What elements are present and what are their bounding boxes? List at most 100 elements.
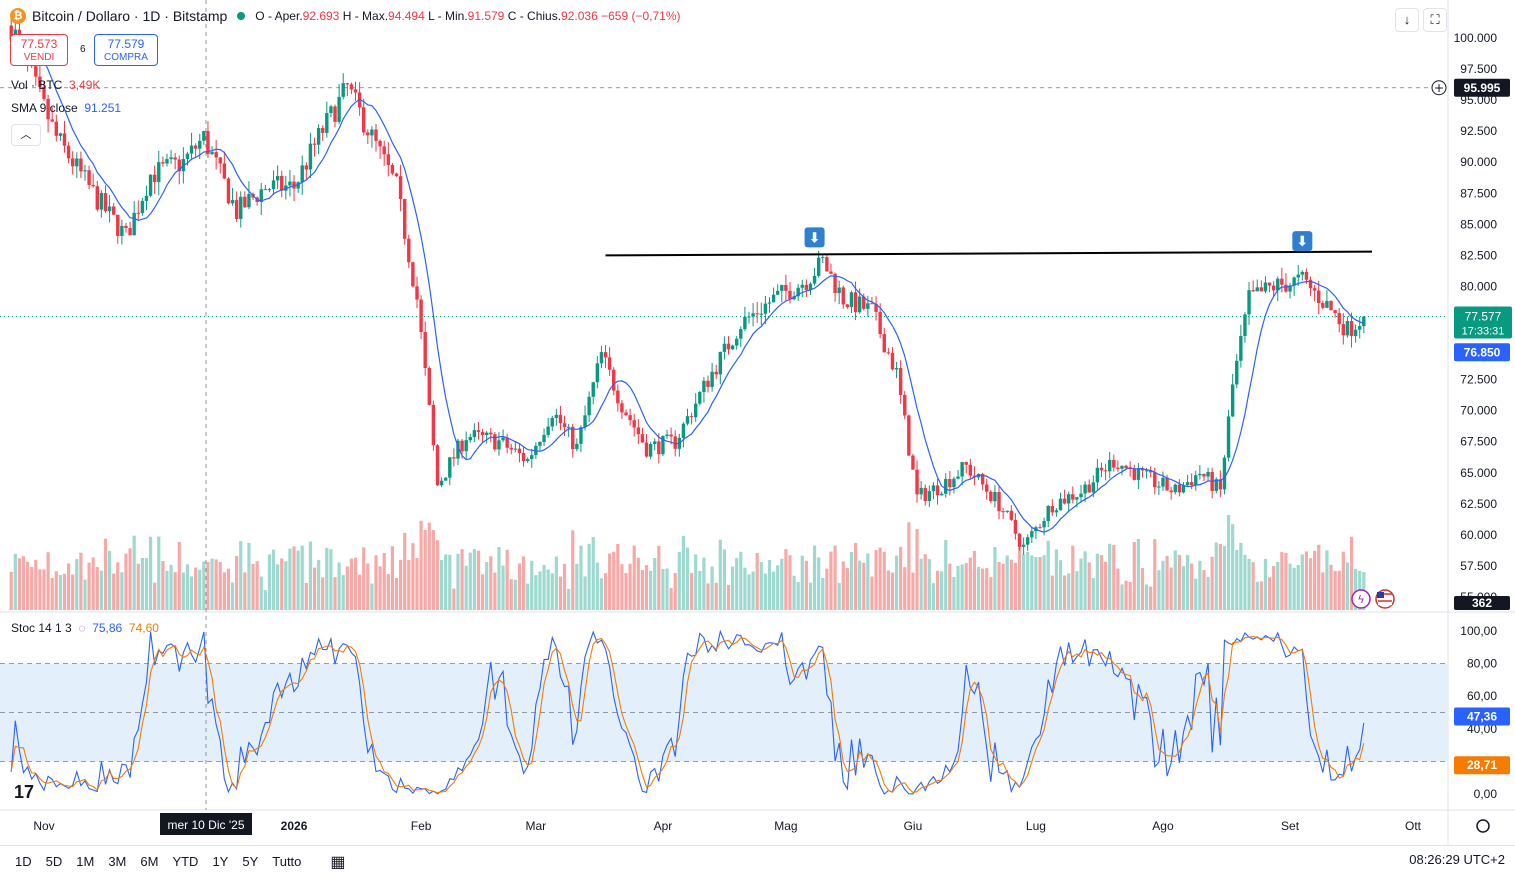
volume-bar [1087, 562, 1091, 610]
volume-bar [206, 562, 210, 610]
volume-legend[interactable]: Vol · BTC 3,49K [11, 78, 101, 92]
volume-bar [1292, 567, 1296, 610]
candle-body [796, 287, 800, 297]
volume-bar [62, 573, 67, 610]
volume-bar [394, 577, 399, 610]
volume-bar [1288, 563, 1292, 610]
fullscreen-icon[interactable]: ⛶ [1423, 8, 1447, 32]
sell-button[interactable]: 77.573 VENDI [10, 34, 68, 66]
candle-body [448, 457, 452, 478]
volume-bar [1177, 554, 1181, 610]
volume-bar [1243, 554, 1247, 610]
candle-body [525, 459, 530, 462]
volume-bar [448, 554, 452, 610]
volume-bar [1194, 578, 1198, 610]
download-icon[interactable]: ↓ [1395, 8, 1419, 32]
range-ytd[interactable]: YTD [172, 854, 199, 869]
volume-bar [878, 547, 882, 610]
candle-body [70, 158, 75, 167]
candle-body [54, 121, 58, 136]
volume-bar [99, 570, 103, 610]
volume-bar [1255, 581, 1259, 610]
sma-line [43, 60, 1365, 533]
collapse-icon[interactable]: ︿ [11, 124, 41, 146]
candle-body [1013, 519, 1018, 534]
volume-bar [632, 545, 636, 610]
candle-body [1095, 467, 1100, 483]
candle-body [1021, 544, 1026, 547]
calendar-icon[interactable]: ▦ [330, 853, 346, 871]
range-1d[interactable]: 1D [15, 854, 32, 869]
candle-body [480, 431, 485, 436]
candle-body [157, 162, 161, 183]
volume-label-bg [1454, 596, 1510, 610]
range-all[interactable]: Tutto [272, 854, 302, 869]
candle-body [1091, 482, 1095, 493]
volume-bar [1157, 570, 1161, 610]
range-1m[interactable]: 1M [76, 854, 95, 869]
volume-bar [194, 567, 198, 610]
candle-body [870, 303, 874, 305]
candle-body [751, 313, 755, 317]
ohlc-values: O - Aper.92.693 H - Max.94.494 L - Min.9… [255, 9, 681, 23]
volume-bar [706, 583, 710, 610]
candle-body [161, 162, 165, 164]
candle-body [1214, 479, 1218, 491]
candle-body [1128, 468, 1132, 470]
candle-body [1161, 477, 1165, 487]
candle-body [771, 294, 776, 303]
volume-bar [140, 557, 144, 610]
buy-button[interactable]: 77.579 COMPRA [94, 34, 158, 66]
range-1y[interactable]: 1Y [212, 854, 229, 869]
candle-body [493, 434, 497, 450]
candle-body [464, 440, 468, 452]
volume-bar [292, 546, 296, 610]
candle-body [1153, 472, 1157, 488]
volume-bar [624, 573, 628, 610]
candle-body [1116, 467, 1120, 469]
candle-body [878, 311, 882, 335]
range-6m[interactable]: 6M [140, 854, 159, 869]
candle-body [911, 455, 915, 470]
volume-bar [411, 543, 415, 610]
candle-body [775, 290, 780, 295]
volume-bar [452, 588, 456, 610]
volume-bar [1017, 537, 1022, 610]
candle-body [489, 432, 493, 435]
volume-bar [239, 541, 243, 610]
candle-body [222, 163, 227, 179]
tradingview-logo[interactable]: 17 [14, 782, 35, 802]
resistance-line [605, 250, 1373, 257]
candle-body [1165, 477, 1169, 491]
volume-bar [485, 562, 489, 610]
volume-bar [1153, 539, 1157, 610]
volume-bar [34, 559, 38, 610]
sma-legend[interactable]: SMA 9 close 91.251 [11, 101, 122, 115]
stoch-settings-icon[interactable]: ◌ [78, 621, 86, 635]
candle-body [349, 84, 354, 90]
volume-bar [780, 558, 784, 610]
stoch-legend[interactable]: Stoc 14 1 3 ◌ 75,86 74,60 [11, 621, 159, 635]
volume-bar [751, 571, 755, 610]
candle-body [407, 238, 411, 263]
volume-bar [435, 540, 440, 610]
symbol-title[interactable]: Bitcoin / Dollaro · 1D · Bitstamp [32, 8, 228, 24]
range-5y[interactable]: 5Y [242, 854, 259, 869]
volume-bar [128, 548, 132, 610]
candle-body [38, 76, 42, 87]
candle-body [960, 462, 964, 477]
candle-body [148, 174, 153, 196]
volume-bar [1190, 563, 1194, 610]
range-5d[interactable]: 5D [45, 854, 63, 869]
volume-bar [83, 579, 87, 610]
candle-body [1235, 360, 1239, 385]
candle-body [628, 415, 632, 421]
candle-body [571, 426, 575, 450]
volume-bar [148, 536, 153, 610]
clock[interactable]: 08:26:29 UTC+2 [1409, 852, 1505, 867]
range-3m[interactable]: 3M [108, 854, 127, 869]
candle-body [665, 434, 669, 437]
candle-body [329, 106, 333, 114]
candle-body [575, 443, 579, 450]
